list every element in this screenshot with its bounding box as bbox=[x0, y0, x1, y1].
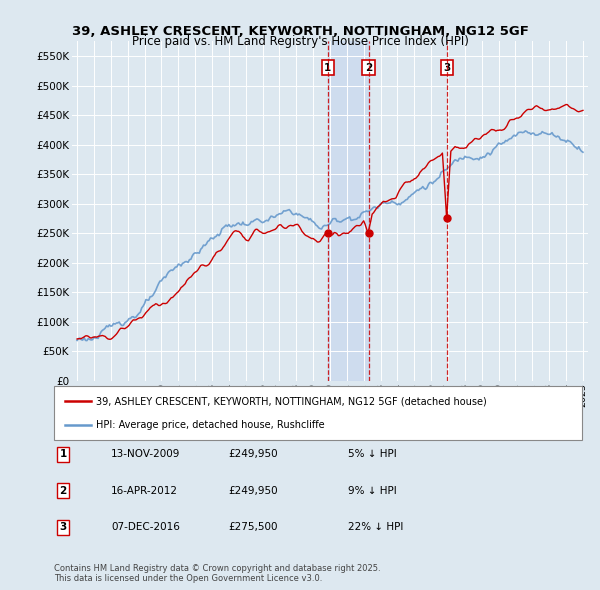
Text: 39, ASHLEY CRESCENT, KEYWORTH, NOTTINGHAM, NG12 5GF: 39, ASHLEY CRESCENT, KEYWORTH, NOTTINGHA… bbox=[71, 25, 529, 38]
Text: 3: 3 bbox=[59, 523, 67, 532]
Text: 3: 3 bbox=[443, 63, 451, 73]
Text: 39, ASHLEY CRESCENT, KEYWORTH, NOTTINGHAM, NG12 5GF (detached house): 39, ASHLEY CRESCENT, KEYWORTH, NOTTINGHA… bbox=[96, 396, 487, 407]
Text: £249,950: £249,950 bbox=[228, 486, 278, 496]
Text: Contains HM Land Registry data © Crown copyright and database right 2025.
This d: Contains HM Land Registry data © Crown c… bbox=[54, 563, 380, 583]
Bar bbox=[328, 41, 368, 381]
Text: 5% ↓ HPI: 5% ↓ HPI bbox=[348, 450, 397, 459]
Text: 22% ↓ HPI: 22% ↓ HPI bbox=[348, 523, 403, 532]
Text: 1: 1 bbox=[324, 63, 331, 73]
Text: 13-NOV-2009: 13-NOV-2009 bbox=[111, 450, 181, 459]
Text: 2: 2 bbox=[365, 63, 372, 73]
Text: 9% ↓ HPI: 9% ↓ HPI bbox=[348, 486, 397, 496]
FancyBboxPatch shape bbox=[54, 386, 582, 440]
Text: 16-APR-2012: 16-APR-2012 bbox=[111, 486, 178, 496]
Text: 2: 2 bbox=[59, 486, 67, 496]
Text: 1: 1 bbox=[59, 450, 67, 459]
Text: HPI: Average price, detached house, Rushcliffe: HPI: Average price, detached house, Rush… bbox=[96, 419, 325, 430]
Text: 07-DEC-2016: 07-DEC-2016 bbox=[111, 523, 180, 532]
Text: Price paid vs. HM Land Registry's House Price Index (HPI): Price paid vs. HM Land Registry's House … bbox=[131, 35, 469, 48]
Text: £275,500: £275,500 bbox=[228, 523, 277, 532]
Text: £249,950: £249,950 bbox=[228, 450, 278, 459]
